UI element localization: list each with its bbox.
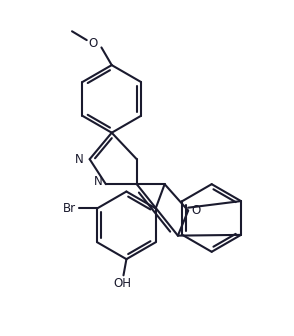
Text: O: O <box>191 204 200 217</box>
Text: Br: Br <box>63 202 76 215</box>
Text: O: O <box>88 37 97 49</box>
Text: N: N <box>94 175 103 188</box>
Text: OH: OH <box>113 277 131 290</box>
Text: N: N <box>75 153 84 166</box>
